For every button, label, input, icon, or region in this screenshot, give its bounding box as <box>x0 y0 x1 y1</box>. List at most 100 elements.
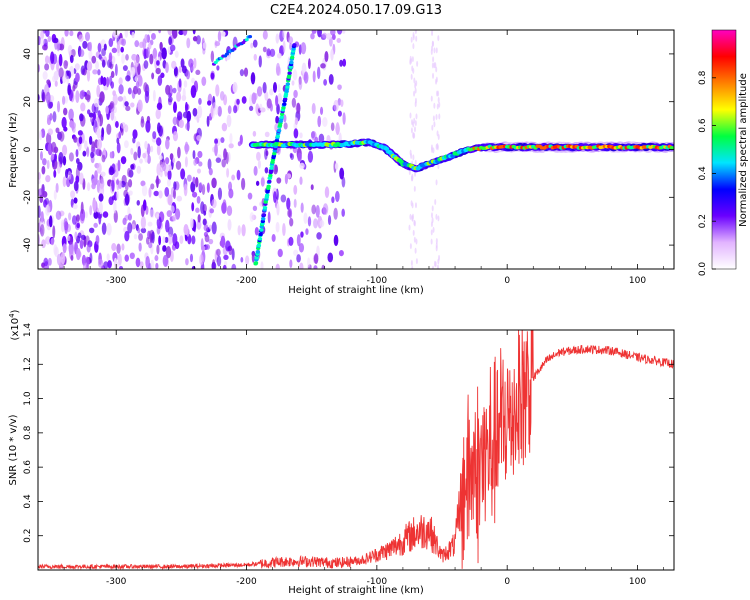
noise-cell <box>89 205 93 216</box>
noise-cell <box>130 163 135 170</box>
noise-cell <box>253 53 257 61</box>
noise-cell <box>330 48 334 61</box>
noise-cell <box>67 170 72 181</box>
noise-cell <box>430 144 433 151</box>
noise-cell <box>96 162 102 174</box>
noise-cell <box>68 212 72 221</box>
noise-cell <box>221 202 227 214</box>
noise-cell <box>124 193 130 206</box>
diagonal-trace-cell <box>289 55 295 60</box>
noise-cell <box>275 62 281 76</box>
noise-cell <box>435 213 438 220</box>
noise-cell <box>262 82 267 94</box>
noise-cell <box>222 264 227 269</box>
noise-cell <box>187 174 192 182</box>
noise-cell <box>125 54 129 61</box>
noise-cell <box>203 224 209 232</box>
noise-cell <box>56 161 61 174</box>
noise-cell <box>416 60 419 67</box>
noise-cell <box>170 205 175 213</box>
noise-cell <box>413 126 416 133</box>
noise-cell <box>140 227 147 234</box>
noise-cell <box>162 254 169 267</box>
noise-cell <box>51 141 57 153</box>
noise-cell <box>100 171 106 177</box>
noise-cell <box>216 65 220 71</box>
noise-cell <box>64 95 69 104</box>
noise-cell <box>203 210 207 216</box>
noise-cell <box>221 158 227 168</box>
noise-cell <box>414 120 417 127</box>
noise-cell <box>63 107 68 116</box>
noise-cell <box>77 232 82 239</box>
noise-cell <box>38 178 41 185</box>
noise-cell <box>272 81 278 93</box>
noise-cell <box>438 254 441 261</box>
noise-cell <box>76 222 80 229</box>
noise-cell <box>147 221 153 227</box>
y-tick-label: 1.2 <box>23 357 33 371</box>
noise-cell <box>196 168 201 174</box>
noise-cell <box>275 115 280 125</box>
noise-cell <box>167 169 172 181</box>
noise-cell <box>140 115 145 124</box>
diagonal-trace-cell <box>279 115 284 119</box>
noise-cell <box>183 224 189 236</box>
noise-cell <box>409 112 412 119</box>
noise-cell <box>333 234 339 247</box>
diagonal-trace-cell <box>264 193 270 197</box>
noise-cell <box>78 172 84 185</box>
noise-cell <box>156 60 160 66</box>
noise-cell <box>70 254 74 261</box>
noise-cell <box>79 49 85 58</box>
noise-cell <box>110 70 115 79</box>
noise-cell <box>411 56 414 63</box>
colorbar-tick-label: 0.0 <box>698 262 708 277</box>
noise-cell <box>39 224 45 237</box>
noise-cell <box>297 152 302 162</box>
noise-cell <box>110 108 115 121</box>
noise-cell <box>303 212 308 224</box>
noise-cell <box>409 149 412 156</box>
noise-cell <box>249 212 255 223</box>
noise-cell <box>430 212 433 219</box>
noise-cell <box>293 89 298 99</box>
noise-cell <box>202 41 207 50</box>
noise-cell <box>155 67 161 75</box>
noise-cell <box>120 156 127 165</box>
noise-cell <box>116 243 121 254</box>
noise-cell <box>138 233 143 241</box>
noise-cell <box>139 158 143 164</box>
noise-cell <box>322 32 328 39</box>
noise-cell <box>58 53 63 67</box>
y-tick-label: -20 <box>23 190 33 205</box>
noise-cell <box>435 76 438 83</box>
noise-cell <box>438 101 441 108</box>
noise-cell <box>260 261 264 269</box>
noise-cell <box>162 245 167 252</box>
noise-cell <box>293 198 297 208</box>
noise-cell <box>68 152 74 162</box>
noise-cell <box>336 30 343 35</box>
noise-cell <box>324 50 329 63</box>
noise-cell <box>122 65 128 71</box>
noise-cell <box>142 152 147 159</box>
noise-cell <box>41 239 46 249</box>
noise-cell <box>80 65 86 76</box>
noise-cell <box>311 204 317 215</box>
noise-cell <box>86 244 91 253</box>
noise-cell <box>226 167 230 178</box>
noise-cell <box>340 99 344 108</box>
noise-cell <box>71 215 77 225</box>
noise-cell <box>84 140 88 150</box>
noise-cell <box>164 186 170 197</box>
noise-cell <box>433 62 436 69</box>
noise-cell <box>96 127 101 139</box>
noise-cell <box>116 41 121 54</box>
noise-cell <box>276 203 280 216</box>
noise-cell <box>310 32 315 40</box>
noise-cell <box>196 195 201 204</box>
noise-cell <box>150 183 155 190</box>
noise-cell <box>39 194 44 204</box>
noise-cell <box>124 30 129 38</box>
